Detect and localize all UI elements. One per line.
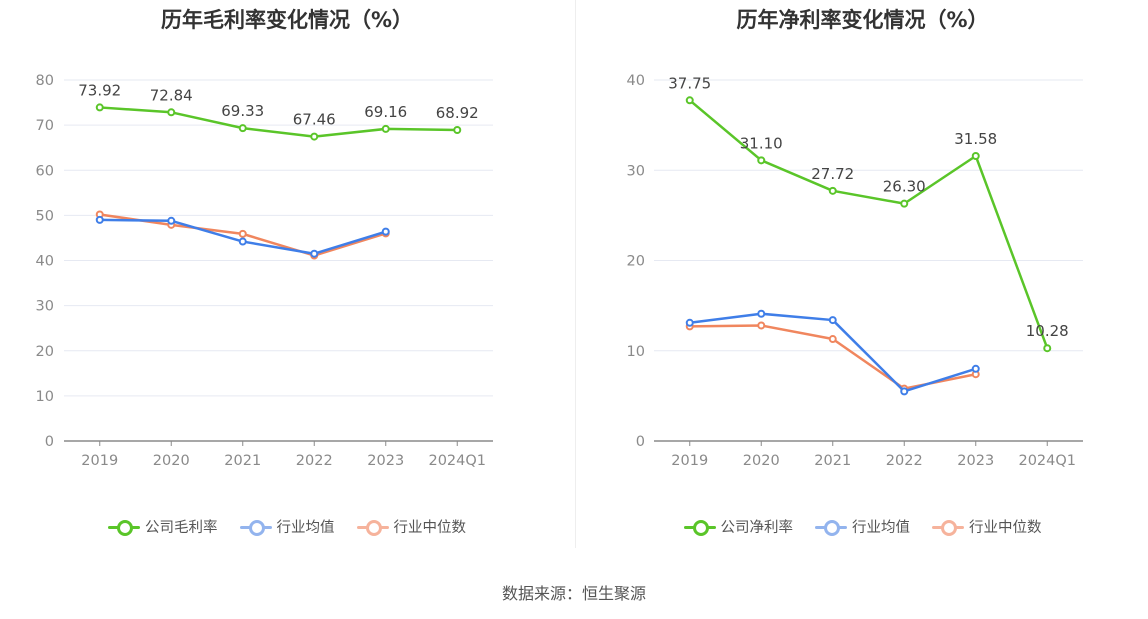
net-margin-chart: 历年净利率变化情况（%） 0 10 20 30 40 2019 2020 2021 2022 20… — [577, 0, 1148, 560]
data-point — [828, 335, 837, 344]
legend-item-industry-mean[interactable]: 行业均值 — [815, 516, 910, 537]
x-tick-label: 2021 — [814, 453, 851, 469]
y-tick-label: 60 — [36, 163, 54, 179]
x-tick-label: 2019 — [81, 453, 118, 469]
chart-title: 历年净利率变化情况（%） — [736, 8, 989, 32]
data-label: 73.92 — [78, 81, 121, 99]
y-tick-label: 0 — [45, 434, 54, 450]
data-label: 31.58 — [954, 130, 997, 148]
legend-item-company[interactable]: 公司净利率 — [683, 516, 794, 537]
data-point — [310, 249, 319, 258]
data-point — [238, 237, 247, 246]
legend: 公司净利率 行业均值 行业中位数 — [577, 516, 1148, 537]
data-point — [1043, 344, 1052, 353]
x-tick-label: 2022 — [296, 453, 333, 469]
y-tick-label: 30 — [627, 163, 645, 179]
x-tick-label: 2023 — [367, 453, 404, 469]
data-point — [167, 216, 176, 225]
x-tick-label: 2022 — [886, 453, 923, 469]
data-point — [828, 186, 837, 195]
data-label: 72.84 — [150, 86, 193, 104]
data-label: 68.92 — [436, 104, 479, 122]
legend-label: 公司净利率 — [720, 520, 794, 536]
data-point — [95, 103, 104, 112]
y-tick-label: 70 — [36, 118, 54, 134]
net-margin-plot: 0 10 20 30 40 2019 2020 2021 2022 2023 2024Q1 37.75… — [627, 73, 1083, 469]
legend-icon — [815, 519, 847, 536]
legend-item-industry-median[interactable]: 行业中位数 — [932, 516, 1042, 537]
legend-icon — [356, 519, 389, 536]
y-tick-label: 80 — [36, 73, 54, 89]
data-point — [167, 108, 176, 117]
data-point — [971, 364, 980, 373]
y-tick-label: 0 — [636, 434, 645, 450]
y-tick-label: 30 — [36, 299, 54, 315]
legend-icon — [932, 519, 964, 536]
x-tick-label: 2020 — [153, 453, 190, 469]
legend-icon — [683, 519, 716, 536]
legend-icon — [108, 519, 140, 536]
legend-label: 行业中位数 — [393, 520, 467, 536]
data-label: 31.10 — [740, 134, 783, 152]
gross-margin-chart: 历年毛利率变化情况（%） 0 10 20 30 40 50 60 70 80 2019 2020 20… — [0, 0, 574, 560]
legend-item-industry-median[interactable]: 行业中位数 — [356, 516, 467, 537]
legend-icon — [239, 519, 272, 536]
y-tick-label: 40 — [36, 254, 54, 270]
y-tick-label: 20 — [627, 254, 645, 270]
data-label: 37.75 — [668, 74, 711, 92]
x-tick-label: 2023 — [957, 453, 994, 469]
data-label: 69.16 — [364, 103, 407, 121]
data-point — [381, 227, 390, 236]
data-point — [900, 387, 909, 396]
data-point — [757, 156, 766, 165]
x-tick-label: 2020 — [743, 453, 780, 469]
y-tick-label: 50 — [36, 208, 54, 224]
data-point — [900, 199, 909, 208]
data-label: 27.72 — [811, 165, 854, 183]
series-line-0 — [688, 99, 1049, 349]
series-line-0 — [99, 106, 458, 138]
data-point — [95, 215, 104, 224]
x-tick-label: 2024Q1 — [1018, 453, 1076, 469]
data-point — [381, 124, 390, 133]
legend-label: 行业均值 — [276, 520, 335, 536]
y-tick-label: 10 — [36, 389, 54, 405]
data-point — [685, 318, 694, 327]
data-point — [828, 316, 837, 325]
panel-divider — [575, 0, 576, 548]
data-point — [238, 124, 247, 133]
data-point — [757, 309, 766, 318]
data-label: 69.33 — [221, 102, 264, 120]
data-point — [757, 321, 766, 330]
legend-label: 行业中位数 — [969, 520, 1042, 536]
legend-label: 行业均值 — [852, 520, 910, 536]
x-tick-label: 2021 — [224, 453, 261, 469]
y-tick-label: 10 — [627, 344, 645, 360]
data-point — [310, 132, 319, 141]
data-label: 10.28 — [1026, 322, 1069, 340]
data-label: 67.46 — [293, 111, 336, 129]
legend-item-industry-mean[interactable]: 行业均值 — [239, 516, 335, 537]
data-point — [685, 96, 694, 105]
data-source: 数据来源：恒生聚源 — [501, 584, 646, 603]
x-tick-label: 2019 — [671, 453, 708, 469]
series-line-2 — [689, 324, 976, 390]
data-point — [453, 125, 462, 134]
legend: 公司毛利率 行业均值 行业中位数 — [0, 516, 574, 537]
legend-item-company[interactable]: 公司毛利率 — [108, 516, 218, 537]
data-point — [971, 151, 980, 160]
data-label: 26.30 — [883, 178, 926, 196]
y-tick-label: 40 — [627, 73, 645, 89]
gross-margin-plot: 0 10 20 30 40 50 60 70 80 2019 2020 2021 2022 2023 202… — [36, 73, 493, 469]
y-tick-label: 20 — [36, 344, 54, 360]
legend-label: 公司毛利率 — [145, 520, 218, 536]
x-tick-label: 2024Q1 — [428, 453, 486, 469]
chart-title: 历年毛利率变化情况（%） — [160, 8, 414, 32]
data-point — [238, 229, 247, 238]
